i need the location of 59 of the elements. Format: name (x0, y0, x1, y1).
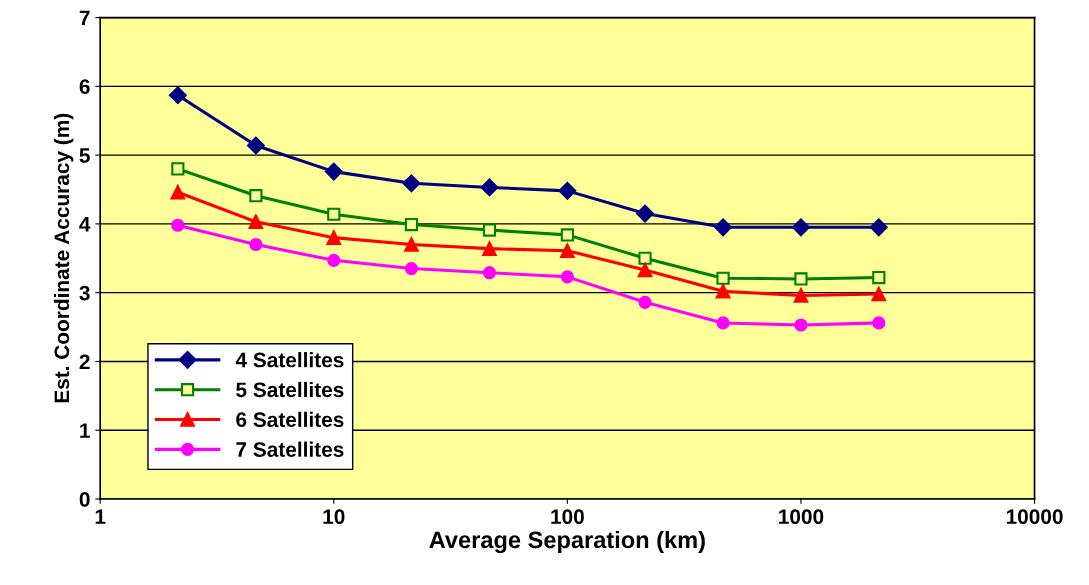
point (327, 207, 341, 221)
legend-label: 7 Satellites (236, 441, 344, 457)
point (560, 243, 575, 258)
point (246, 136, 265, 155)
y-tick-label: 6 (79, 79, 90, 95)
point (404, 217, 419, 232)
point (404, 262, 419, 276)
x-tick-label: 10 (323, 509, 345, 525)
point (794, 318, 808, 332)
point (560, 228, 574, 242)
x-tick-label: 1000 (779, 509, 824, 525)
x-axis-title: Average Separation (km) (429, 530, 705, 554)
x-tick-label: 100 (551, 509, 584, 525)
point (402, 174, 421, 193)
y-tick-label: 5 (79, 148, 90, 163)
point (482, 223, 497, 237)
point (482, 266, 497, 280)
point (792, 218, 810, 237)
y-tick-label: 7 (79, 10, 90, 26)
point (482, 241, 497, 256)
point (248, 214, 264, 230)
legend-label: 6 Satellites (236, 411, 344, 428)
point (558, 181, 577, 200)
legend-label: 4 Satellites (235, 352, 344, 368)
point (324, 162, 343, 181)
point (716, 316, 730, 330)
point (170, 184, 186, 200)
y-tick-label: 3 (79, 285, 90, 301)
point (168, 86, 187, 105)
point (794, 272, 808, 286)
point (716, 271, 730, 285)
point (560, 270, 574, 284)
y-tick-label: 2 (79, 354, 90, 369)
y-tick-label: 4 (79, 217, 91, 232)
point (638, 251, 652, 265)
point (715, 284, 731, 299)
point (636, 204, 654, 223)
point (638, 295, 652, 309)
x-tick-label: 1 (95, 509, 106, 524)
x-tick-label: 10000 (1006, 509, 1063, 525)
point (714, 218, 732, 237)
point (326, 230, 342, 245)
point (249, 189, 263, 203)
y-tick-label: 0 (79, 492, 90, 507)
point (480, 178, 499, 197)
y-tick-label: 1 (80, 423, 90, 438)
y-axis-title: Est. Coordinate Accuracy (m) (53, 113, 74, 403)
point (871, 286, 887, 302)
legend-label: 5 Satellites (236, 381, 344, 398)
point (404, 237, 419, 252)
point (171, 218, 185, 232)
point (869, 218, 888, 237)
point (637, 262, 653, 278)
point (171, 162, 185, 176)
point (872, 270, 886, 285)
point (249, 237, 263, 252)
point (793, 288, 809, 303)
point (872, 316, 886, 330)
point (327, 253, 341, 267)
